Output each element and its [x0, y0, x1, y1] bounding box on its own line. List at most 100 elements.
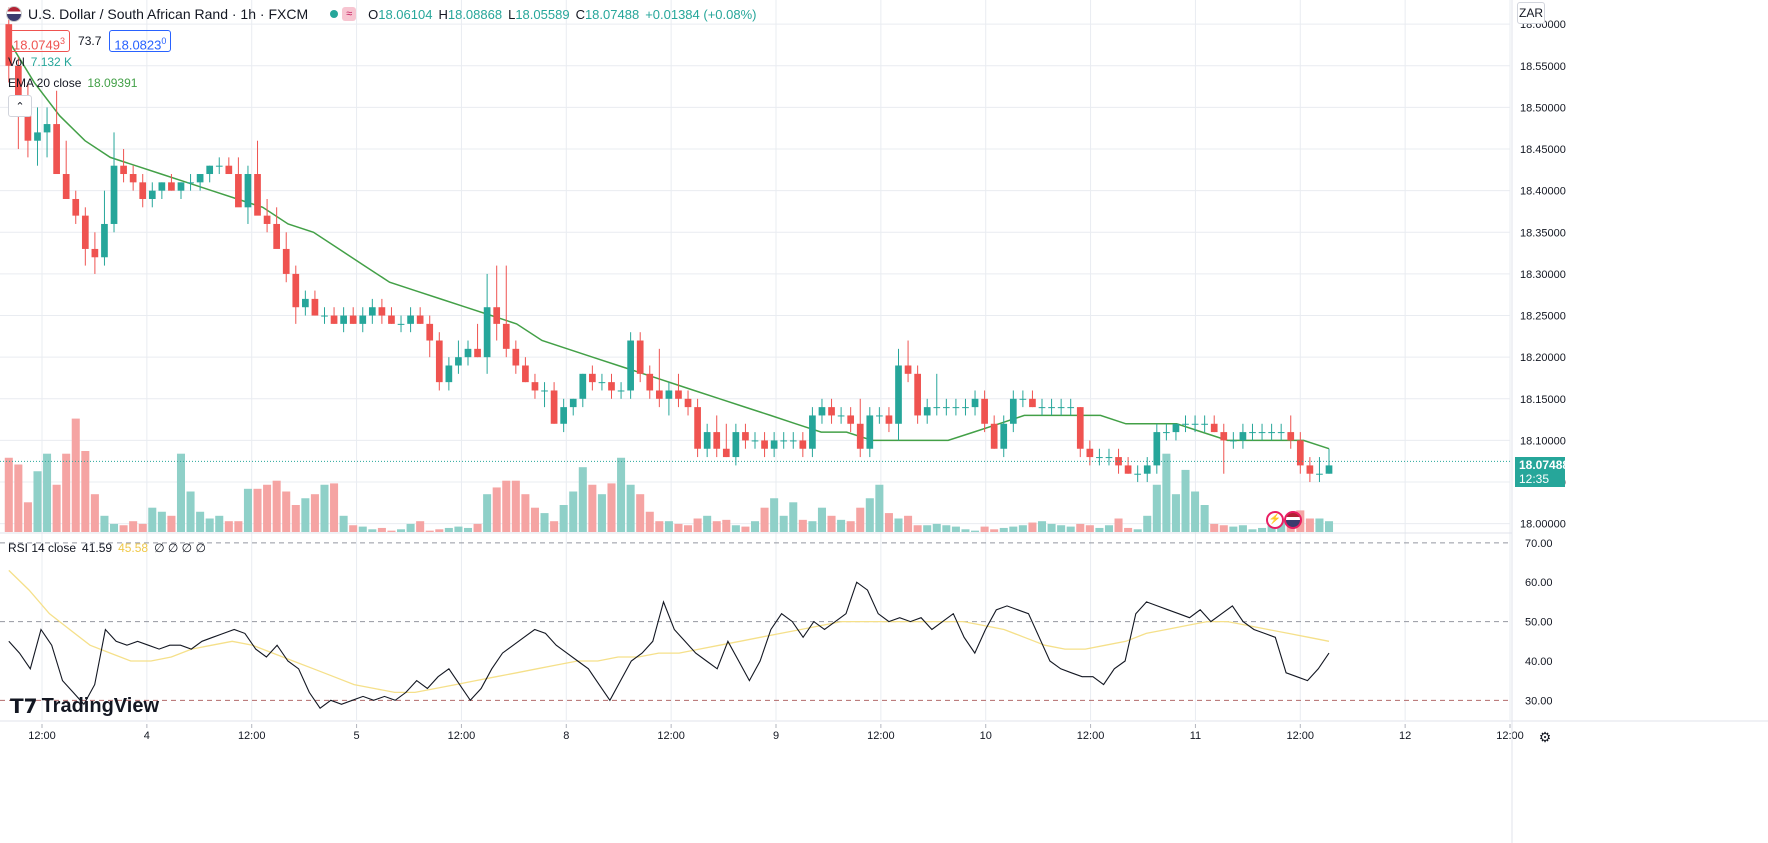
volume-bar [1009, 526, 1018, 532]
volume-bar [741, 526, 750, 532]
volume-bar [636, 494, 645, 532]
volume-legend[interactable]: Vol 7.132 K [8, 54, 72, 70]
price-tick-label: 18.45000 [1520, 144, 1566, 156]
candle-body [971, 398, 979, 408]
wave-icon[interactable]: ≈ [342, 7, 357, 21]
candle-body [1325, 465, 1333, 474]
candle-body [129, 174, 137, 183]
volume-bar [253, 488, 262, 532]
candle-body [1258, 432, 1266, 434]
time-tick-label: 12:00 [1287, 730, 1315, 742]
rsi-value: 41.59 [82, 541, 113, 555]
volume-bar [1047, 523, 1056, 532]
volume-bar [483, 494, 492, 532]
candle-body [1057, 407, 1065, 409]
candle-body [512, 348, 520, 366]
volume-bar [1305, 518, 1314, 532]
sell-button[interactable]: 18.07493 [8, 30, 71, 52]
candle-body [34, 132, 41, 141]
candle-body [177, 182, 185, 191]
candle-body [435, 340, 443, 383]
volume-bar [1037, 521, 1047, 532]
time-tick-label: 12:00 [238, 730, 266, 742]
volume-bar [1152, 484, 1161, 532]
tradingview-logo[interactable]: 𝗧𝟳 TradingView [10, 694, 159, 718]
buy-price-sup: 0 [161, 36, 167, 46]
candle-body [311, 298, 319, 316]
event-flash-icon[interactable]: ⚡ [1266, 511, 1284, 529]
candle-body [627, 340, 634, 391]
candle-body [789, 440, 797, 442]
candle-body [1029, 398, 1036, 408]
currency-selector[interactable]: ZAR [1517, 2, 1545, 24]
candle-body [235, 174, 242, 208]
time-tick-label: 11 [1190, 730, 1201, 742]
volume-bar [90, 494, 99, 532]
volume-bar [282, 491, 291, 532]
candle-body [388, 315, 395, 324]
candle-body [646, 373, 654, 391]
volume-bar [4, 457, 13, 532]
volume-bar [119, 525, 128, 532]
volume-bar [674, 523, 683, 532]
candle-body [1249, 432, 1256, 434]
candle-body [522, 365, 529, 383]
symbol-title[interactable]: U.S. Dollar / South African Rand · 1h · … [28, 6, 309, 22]
candle-body [866, 415, 874, 449]
volume-bar [368, 529, 377, 532]
candle-body [665, 390, 673, 399]
rsi-legend[interactable]: RSI 14 close 41.59 45.58 ∅ ∅ ∅ ∅ [8, 540, 206, 556]
gear-icon[interactable]: ⚙ [1538, 729, 1552, 745]
candle-body [397, 323, 405, 325]
candle-body [196, 174, 204, 183]
candle-body [952, 407, 960, 409]
volume-bar [578, 467, 587, 532]
time-tick-label: 9 [773, 730, 779, 742]
volume-bar [186, 491, 195, 532]
volume-bar [607, 483, 616, 532]
candle-body [856, 423, 864, 449]
price-tick-label: 18.00000 [1520, 519, 1566, 531]
volume-bar [597, 494, 606, 532]
candle-body [263, 215, 271, 224]
ema-legend[interactable]: EMA 20 close 18.09391 [8, 75, 137, 91]
candlesticks [5, 7, 1333, 483]
us-flag-event-icon[interactable] [1284, 511, 1302, 529]
candle-body [1038, 407, 1046, 409]
candle-body [464, 348, 472, 358]
volume-label: Vol [8, 55, 25, 69]
candle-body [1019, 398, 1027, 400]
volume-bar [511, 480, 520, 532]
candle-body [1009, 398, 1017, 424]
ohlc-high: 18.08868 [447, 6, 503, 22]
ohlc-close: 18.07488 [584, 6, 640, 22]
volume-value: 7.132 K [30, 55, 73, 69]
volume-bar [492, 487, 501, 532]
watermark-text: TradingView [41, 694, 160, 717]
candle-body [655, 390, 663, 399]
buy-button[interactable]: 18.08230 [109, 30, 172, 52]
ohlc-open-label: O [368, 6, 379, 22]
volume-bar [999, 527, 1008, 532]
candle-body [675, 390, 682, 399]
volume-bar [1277, 521, 1286, 532]
candle-body [818, 407, 826, 416]
price-tick-label: 18.10000 [1520, 435, 1566, 447]
volume-bar [808, 521, 817, 532]
candle-body [43, 124, 51, 133]
candle-body [560, 407, 568, 424]
volume-bar [1095, 527, 1104, 532]
volume-bar [626, 484, 635, 532]
volume-bar [358, 526, 367, 532]
candle-body [837, 415, 845, 417]
volume-bar [1057, 525, 1066, 532]
volume-bar [932, 523, 941, 532]
volume-bar [559, 505, 568, 532]
candle-body [158, 182, 166, 191]
candle-body [15, 65, 22, 116]
collapse-legend-button[interactable]: ⌃ [8, 95, 32, 117]
volume-bar [846, 521, 855, 532]
candle-body [751, 440, 759, 442]
candle-body [962, 407, 969, 409]
